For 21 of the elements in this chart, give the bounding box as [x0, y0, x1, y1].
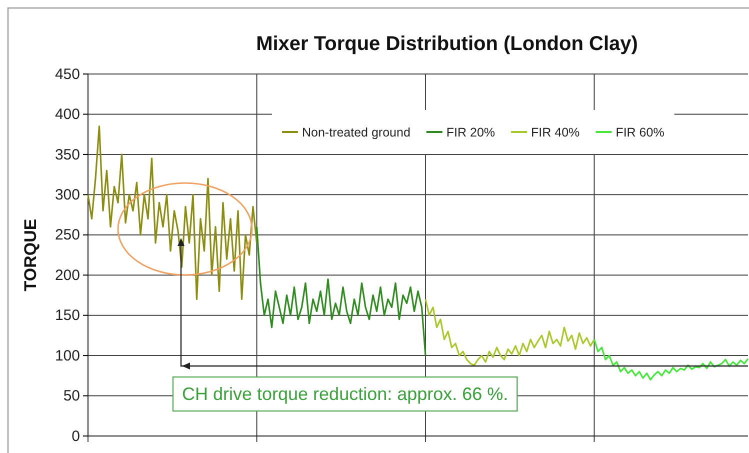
- y-tick-label: 450: [54, 66, 80, 83]
- y-tick-label: 350: [54, 146, 80, 164]
- y-tick-label: 250: [54, 226, 80, 244]
- y-tick-label: 300: [54, 186, 80, 204]
- y-axis-title: TORQUE: [21, 218, 40, 292]
- y-tick-label: 0: [72, 428, 80, 445]
- y-tick-label: 150: [54, 307, 80, 324]
- line-series: [593, 338, 749, 380]
- line-series: [87, 125, 258, 300]
- chart-title: Mixer Torque Distribution (London Clay): [256, 33, 638, 55]
- legend-label: FIR 20%: [446, 126, 496, 140]
- annotation: CH drive torque reduction: approx. 66 %.: [182, 384, 508, 404]
- y-tick-label: 400: [54, 106, 80, 124]
- y-tick-label: 200: [54, 266, 80, 284]
- y-tick-label: 100: [54, 347, 80, 364]
- legend-label: FIR 60%: [616, 126, 664, 140]
- line-series: [424, 298, 596, 366]
- y-tick-label: 50: [63, 388, 80, 405]
- legend-label: FIR 40%: [531, 126, 580, 140]
- line-series: [256, 226, 426, 356]
- legend-label: Non-treated ground: [302, 126, 410, 140]
